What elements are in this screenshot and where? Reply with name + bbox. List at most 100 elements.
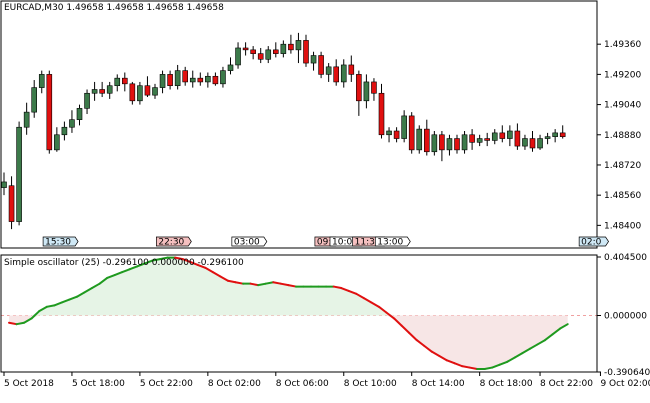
candle-body [348, 64, 355, 75]
candle-body [363, 81, 370, 102]
candle-body [499, 132, 506, 139]
oscillator-segment [355, 292, 365, 300]
candle [144, 76, 151, 98]
candle [31, 80, 38, 118]
candle [235, 42, 241, 69]
candle [288, 34, 294, 54]
time-marker: 15:30 [42, 236, 79, 248]
oscillator-segment [204, 266, 214, 274]
candle-body [507, 130, 513, 139]
oscillator-segment [528, 343, 539, 350]
time-marker: 02:0 [578, 236, 609, 248]
oscillator-segment [491, 363, 501, 369]
candle [84, 89, 90, 115]
candle-body [99, 89, 105, 94]
candle [272, 42, 279, 58]
candle [205, 72, 211, 88]
oscillator-pane[interactable] [1, 256, 597, 371]
candle-body [303, 40, 309, 64]
oscillator-title: Simple oscillator (25) -0.296100 0.00000… [4, 258, 244, 268]
candle-body [454, 138, 460, 151]
oscillator-segment [30, 310, 41, 320]
candle [461, 131, 468, 154]
candle-body [114, 77, 121, 87]
oscillator-segment [332, 285, 343, 290]
time-axis-label: 5 Oct 2018 [4, 379, 54, 389]
candle-body [144, 85, 151, 96]
candle [522, 134, 528, 150]
oscillator-segment [8, 321, 18, 326]
oscillator-segment [445, 359, 456, 365]
candle [340, 59, 347, 88]
candle-body [491, 132, 498, 141]
candle [348, 55, 355, 82]
time-marker-label: 03:00 [234, 238, 260, 248]
oscillator-segment [196, 263, 207, 269]
candle [431, 131, 438, 156]
candle [295, 32, 302, 64]
candle-body [31, 87, 38, 113]
price-pane[interactable] [1, 32, 566, 230]
oscillator-segment [174, 256, 184, 261]
oscillator-segment [68, 295, 78, 301]
candle-body [257, 53, 264, 60]
candle [408, 112, 415, 154]
candle-body [559, 132, 566, 137]
time-axis-label: 8 Oct 18:00 [480, 379, 533, 389]
candle-body [54, 134, 60, 151]
candle-body [333, 66, 340, 83]
candle [182, 66, 188, 86]
oscillator-segment [159, 256, 169, 261]
oscillator-segment [551, 327, 562, 336]
candle [529, 131, 536, 152]
time-marker-label: 10:00 [332, 238, 358, 248]
oscillator-segment [385, 311, 396, 320]
chart-title: EURCAD,M30 1.49658 1.49658 1.49658 1.496… [4, 3, 224, 13]
oscillator-segment [483, 366, 494, 371]
candle-body [227, 64, 234, 71]
oscillator-segment [521, 347, 531, 355]
oscillator-segment [38, 305, 48, 313]
oscillator-segment [98, 276, 109, 285]
time-axis-label: 8 Oct 22:00 [540, 379, 593, 389]
candle [386, 127, 392, 143]
oscillator-segment [136, 262, 146, 268]
oscillator-segment [438, 355, 448, 362]
oscillator-segment [370, 301, 380, 308]
candle [174, 64, 181, 90]
candle-body [235, 47, 241, 66]
candle-body [378, 92, 385, 136]
candle [333, 59, 340, 86]
oscillator-segment [226, 279, 237, 284]
candle [318, 51, 324, 79]
oscillator-segment [257, 282, 267, 287]
candle [446, 134, 453, 156]
oscillator-segment [272, 281, 282, 285]
oscillator-segment [498, 360, 509, 366]
candle [8, 176, 15, 230]
oscillator-segment [287, 284, 297, 288]
candle-body [167, 74, 173, 87]
candle [250, 46, 256, 60]
time-axis-label: 8 Oct 06:00 [276, 379, 329, 389]
candle [197, 72, 204, 86]
time-marker: 13:00 [374, 236, 411, 248]
oscillator-segment [189, 260, 199, 266]
candle [476, 134, 483, 147]
candle-body [16, 126, 22, 222]
candle-body [91, 89, 98, 94]
candle-body [544, 136, 551, 139]
candle [371, 78, 377, 101]
candle [220, 66, 226, 88]
candle [469, 129, 475, 150]
candle [280, 40, 287, 58]
candle [167, 70, 173, 90]
time-marker-shape [156, 236, 192, 247]
time-axis-label: 8 Oct 02:00 [208, 379, 261, 389]
oscillator-segment [461, 365, 471, 369]
candle-body [484, 138, 491, 141]
oscillator-segment [121, 268, 131, 274]
candle [54, 127, 60, 152]
